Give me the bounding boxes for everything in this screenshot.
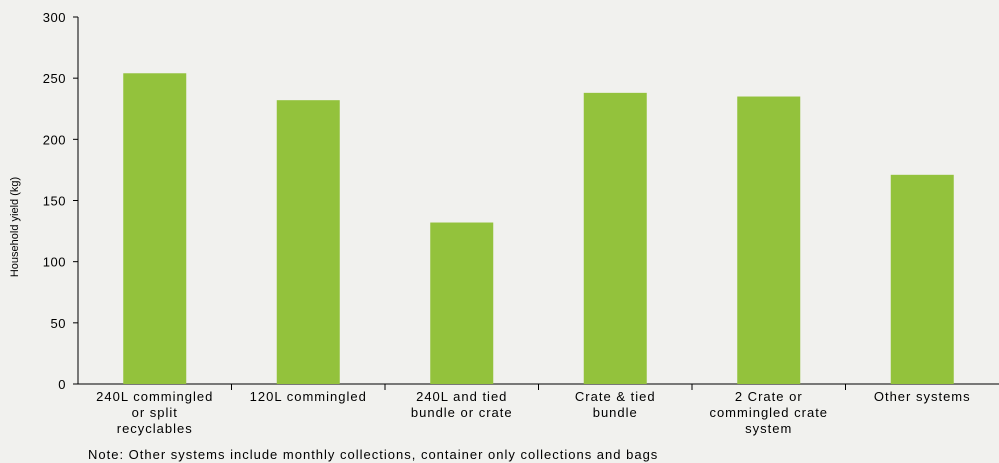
y-tick-label: 200 — [43, 132, 66, 147]
x-category-label: 240L and tied bundle or crate — [411, 389, 513, 420]
bar — [276, 100, 340, 384]
x-category-label: 240L commingled or split recyclables — [96, 389, 213, 436]
y-axis-label: Household yield (kg) — [9, 177, 21, 277]
x-category-label: 2 Crate or commingled crate system — [709, 389, 828, 436]
y-tick-label: 0 — [58, 377, 66, 392]
y-tick-label: 250 — [43, 71, 66, 86]
y-tick-label: 150 — [43, 194, 66, 209]
bar — [890, 174, 954, 384]
x-category-label: Other systems — [874, 389, 971, 404]
chart-note: Note: Other systems include monthly coll… — [88, 447, 658, 462]
y-tick-label: 300 — [43, 10, 66, 25]
bar — [123, 73, 187, 385]
bar — [430, 222, 494, 384]
bar — [583, 92, 647, 384]
y-tick-label: 50 — [51, 316, 66, 331]
x-category-label: Crate & tied bundle — [575, 389, 656, 420]
x-category-label: 120L commingled — [250, 389, 367, 404]
y-tick-label: 100 — [43, 255, 66, 270]
bar — [737, 96, 801, 385]
